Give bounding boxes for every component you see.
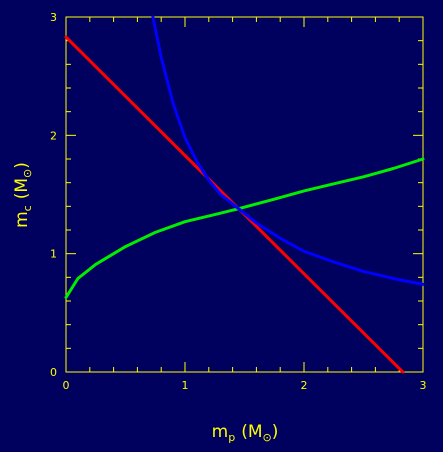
x-tick-label: 1 [182,379,189,392]
plot-frame [65,16,424,373]
ticks [65,16,424,373]
tick-labels: 0 1 2 3 0 1 2 3 [50,11,427,392]
y-axis-title: mc(M⊙) [12,162,34,228]
y-tick-label: 2 [50,129,57,142]
x-tick-label: 0 [63,379,70,392]
series-line-2 [64,157,425,299]
series-line-3 [151,15,425,286]
y-tick-label: 1 [50,248,57,261]
x-tick-label: 2 [301,379,308,392]
y-tick-label: 0 [50,366,57,379]
series-layer [64,15,425,374]
y-tick-label: 3 [50,11,57,24]
x-tick-label: 3 [420,379,427,392]
x-axis-title: mp (M⊙) [212,422,279,444]
